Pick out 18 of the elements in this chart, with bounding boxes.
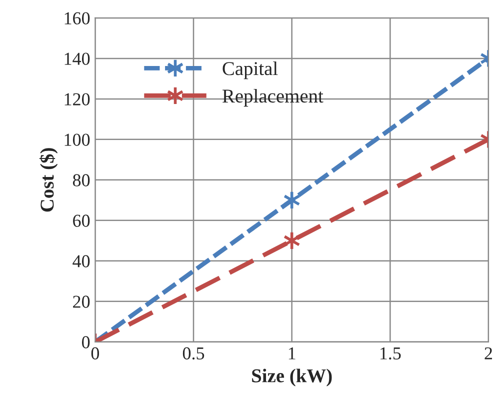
y-tick-label: 40 <box>72 255 90 268</box>
legend-label: Replacement <box>222 88 324 107</box>
y-tick-label: 140 <box>64 52 90 65</box>
legend-label: Capital <box>222 61 278 80</box>
y-tick-label: 20 <box>73 296 90 308</box>
y-tick-label: 120 <box>64 93 90 106</box>
x-tick-label: 0.5 <box>182 347 204 360</box>
y-tick-label: 100 <box>64 134 90 146</box>
y-tick-label: 160 <box>64 12 90 24</box>
x-tick-label: 2 <box>484 347 492 360</box>
y-tick-label: 80 <box>72 174 90 186</box>
y-tick-label: 60 <box>73 214 90 227</box>
x-tick-label: 0 <box>91 347 100 360</box>
y-axis-title: Cost ($) <box>39 148 58 212</box>
x-tick-label: 1.5 <box>380 347 401 360</box>
x-axis-title: Size (kW) <box>252 368 332 386</box>
y-tick-label: 0 <box>82 336 90 348</box>
x-tick-label: 1 <box>288 347 296 360</box>
